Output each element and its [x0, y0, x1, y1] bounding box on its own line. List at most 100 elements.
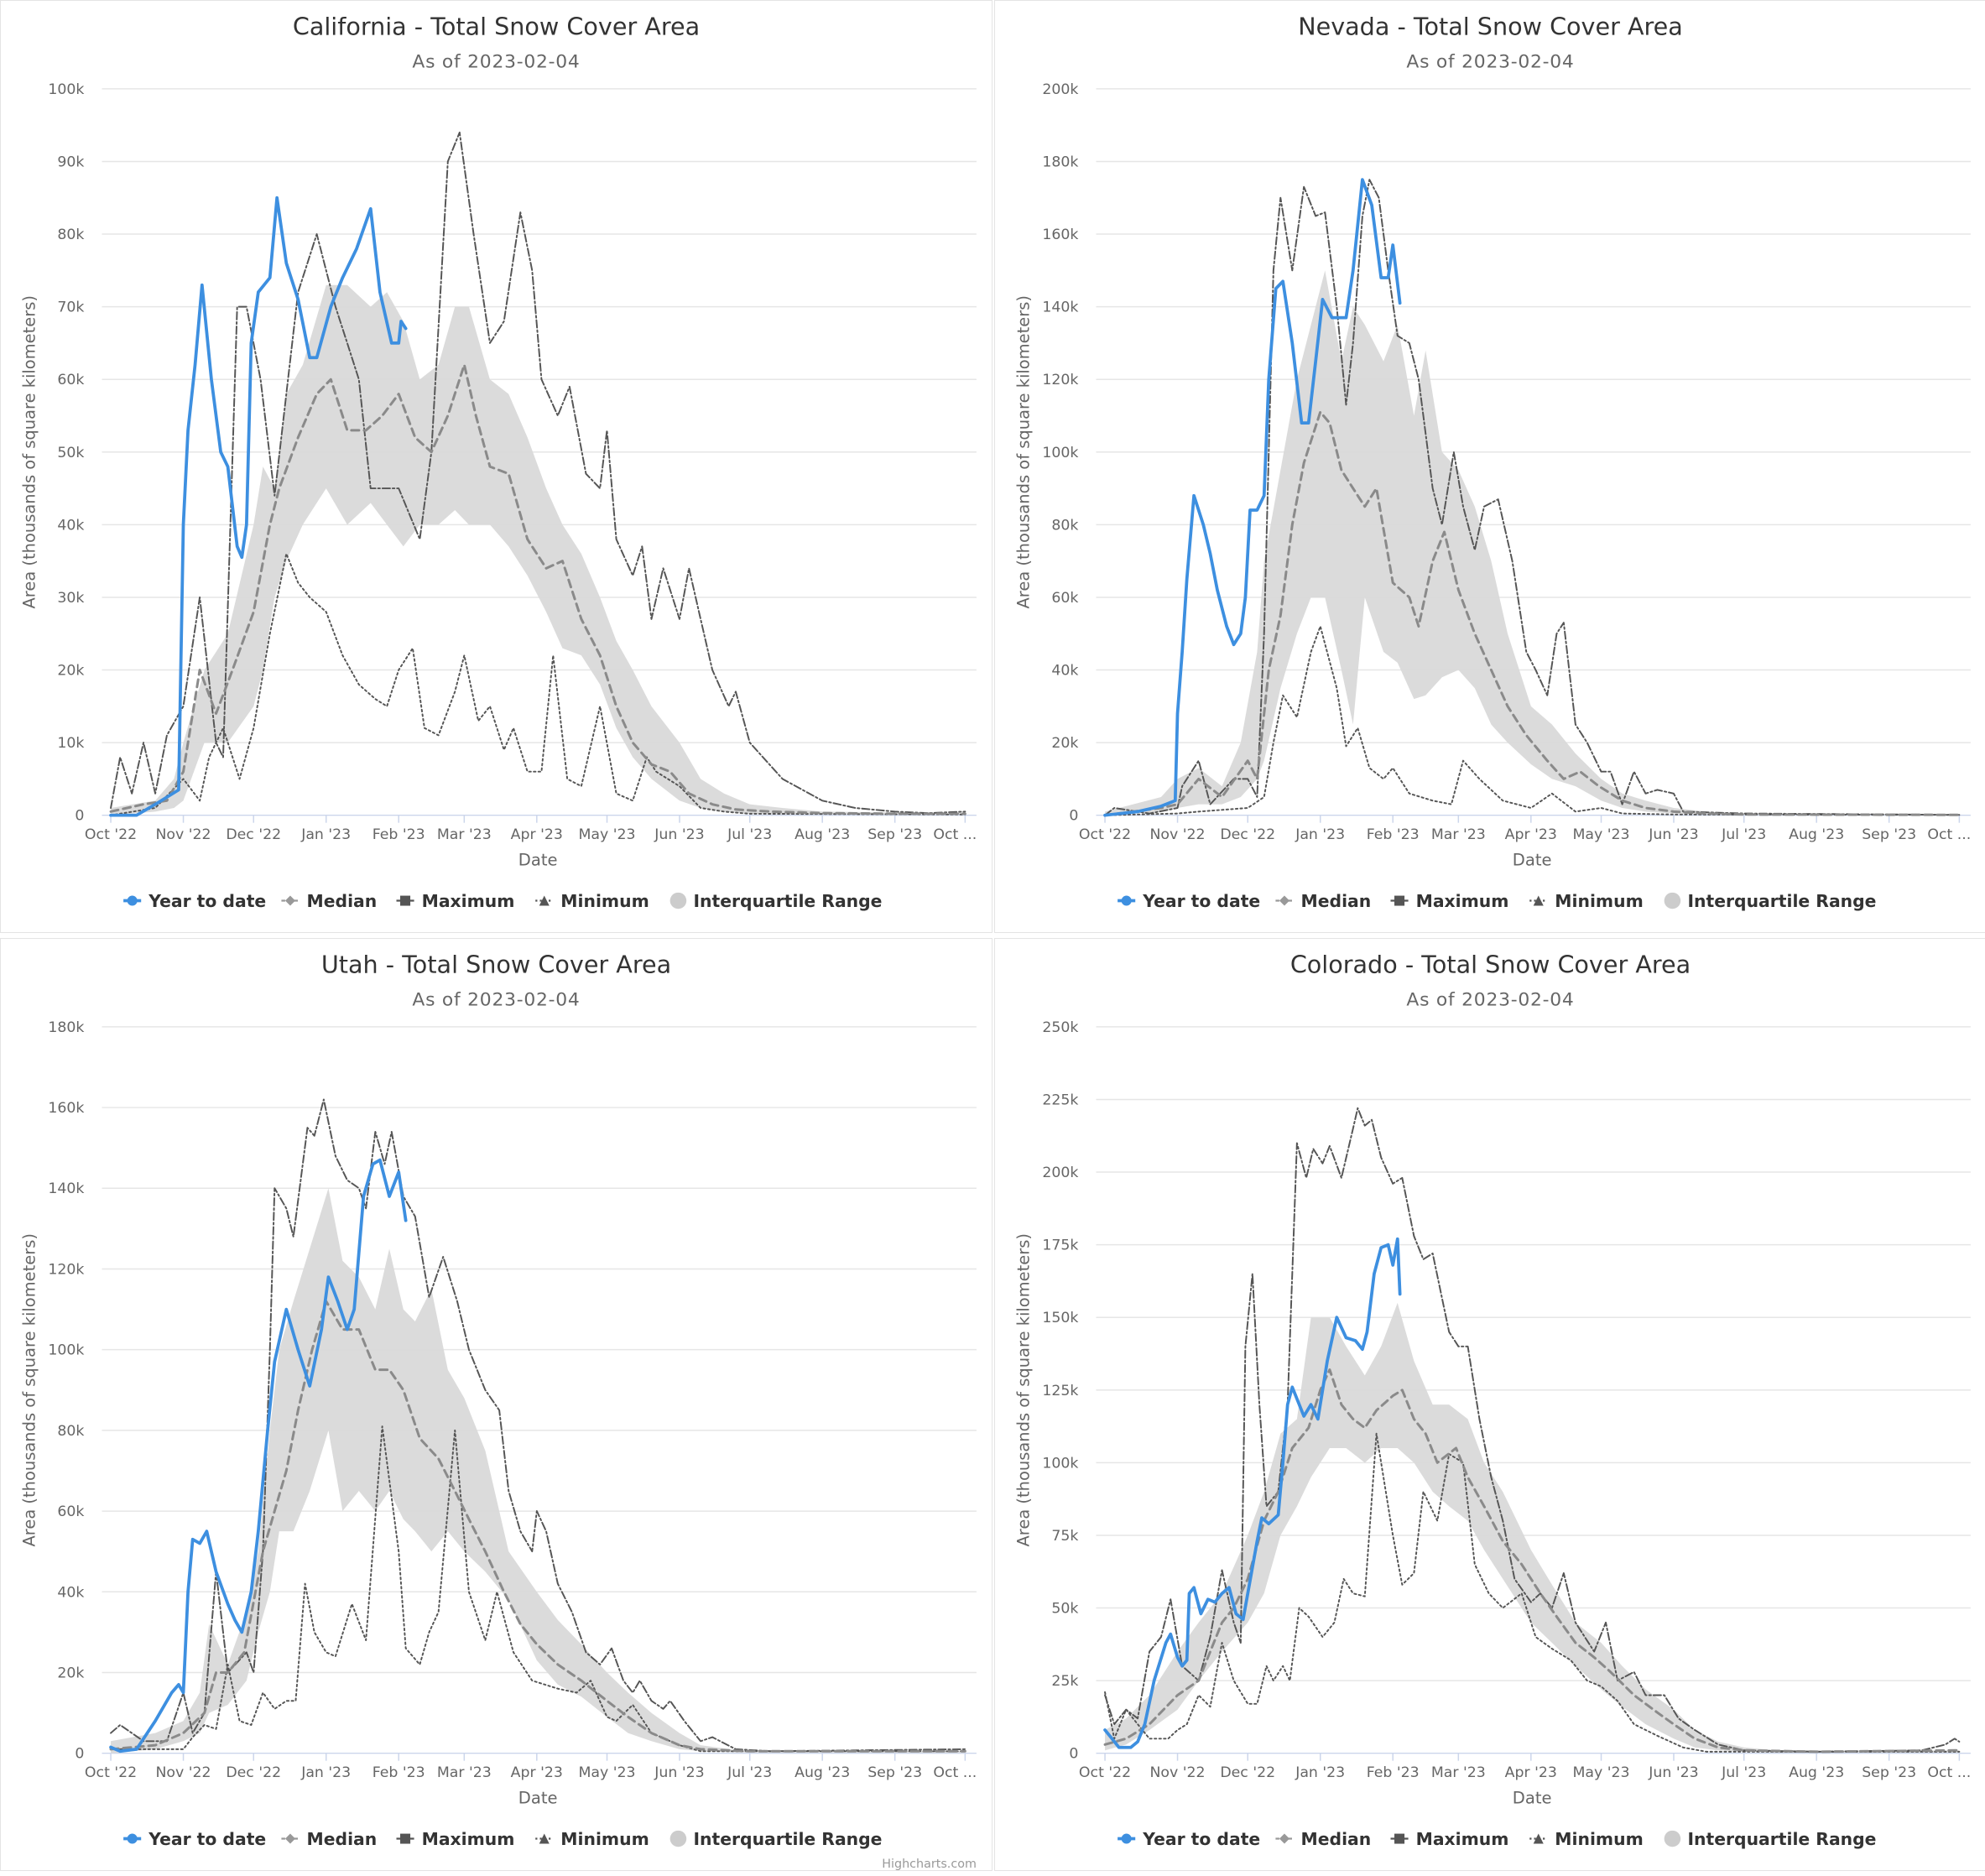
x-tick-label: Mar '23 — [1431, 826, 1486, 843]
legend-item-interquartile-range[interactable]: Interquartile Range — [1664, 1829, 1877, 1849]
legend-label: Maximum — [1416, 1829, 1509, 1849]
diamond-marker-icon — [284, 1833, 295, 1844]
x-tick-label: Feb '23 — [1367, 826, 1420, 843]
y-tick-label: 80k — [57, 227, 84, 243]
series-median-line — [109, 1300, 966, 1753]
series-median-line — [1103, 1368, 1961, 1754]
y-tick-label: 50k — [1051, 1601, 1078, 1618]
chart-title: Utah - Total Snow Cover Area — [321, 951, 671, 979]
y-tick-label: 0 — [1069, 808, 1078, 825]
legend-label: Year to date — [1142, 891, 1260, 911]
y-axis-title: Area (thousands of square kilometers) — [1014, 295, 1034, 609]
chart-panel-nevada: Nevada - Total Snow Cover Area As of 2023… — [994, 0, 1985, 933]
y-tick-label: 30k — [57, 590, 84, 607]
y-tick-label: 140k — [1042, 300, 1078, 316]
y-tick-label: 60k — [57, 1503, 84, 1520]
chart-title: California - Total Snow Cover Area — [293, 13, 700, 41]
circle-marker-icon — [127, 895, 138, 906]
legend-item-maximum[interactable]: Maximum — [1390, 891, 1508, 911]
series-maximum-line — [110, 131, 966, 815]
triangle-marker-icon — [1533, 895, 1544, 906]
legend-item-minimum[interactable]: Minimum — [535, 891, 649, 911]
x-tick-label: Jan '23 — [1295, 1764, 1345, 1781]
x-axis-title: Date — [518, 1789, 558, 1808]
circle-marker-icon — [1664, 892, 1681, 909]
y-tick-label: 120k — [1042, 372, 1078, 388]
circle-marker-icon — [127, 1833, 138, 1844]
legend-item-maximum[interactable]: Maximum — [396, 1829, 514, 1849]
x-tick-label: Apr '23 — [1505, 1764, 1557, 1781]
legend-item-median[interactable]: Median — [1275, 1829, 1371, 1849]
y-tick-label: 150k — [1042, 1310, 1078, 1326]
y-tick-label: 225k — [1042, 1092, 1078, 1108]
legend-label: Minimum — [560, 1829, 649, 1849]
y-tick-label: 100k — [48, 81, 84, 98]
circle-marker-icon — [669, 1830, 687, 1847]
legend-label: Median — [307, 891, 378, 911]
legend-item-interquartile-range[interactable]: Interquartile Range — [669, 1829, 883, 1849]
legend-item-interquartile-range[interactable]: Interquartile Range — [669, 891, 883, 911]
x-tick-label: Apr '23 — [1505, 826, 1557, 843]
chart-panel-colorado: Colorado - Total Snow Cover Area As of 20… — [994, 938, 1985, 1871]
legend-item-minimum[interactable]: Minimum — [1529, 891, 1644, 911]
legend-label: Maximum — [422, 891, 515, 911]
legend-item-year-to-date[interactable]: Year to date — [123, 1829, 266, 1849]
series-interquartile-range-area — [1105, 1302, 1960, 1753]
legend-item-median[interactable]: Median — [281, 891, 377, 911]
legend-item-median[interactable]: Median — [1275, 891, 1371, 911]
highcharts-credits-link[interactable]: Highcharts.com — [882, 1858, 977, 1870]
y-tick-label: 180k — [1042, 154, 1078, 170]
x-tick-label: Oct ... — [1927, 826, 1971, 843]
series-interquartile-range-area — [111, 284, 966, 816]
legend-label: Interquartile Range — [1687, 1829, 1876, 1849]
x-tick-label: Jun '23 — [654, 826, 704, 843]
y-tick-label: 0 — [75, 1746, 84, 1763]
chart-subtitle: As of 2023-02-04 — [412, 51, 580, 72]
y-tick-label: 50k — [57, 445, 84, 461]
y-tick-label: 120k — [48, 1262, 84, 1279]
x-tick-label: May '23 — [578, 1764, 635, 1781]
x-tick-label: Mar '23 — [437, 1764, 492, 1781]
chart-subtitle: As of 2023-02-04 — [1406, 51, 1574, 72]
y-tick-label: 0 — [1069, 1746, 1078, 1763]
legend-label: Interquartile Range — [693, 1829, 882, 1849]
x-tick-label: Dec '22 — [226, 826, 281, 843]
legend-item-year-to-date[interactable]: Year to date — [1118, 1829, 1260, 1849]
legend-item-minimum[interactable]: Minimum — [535, 1829, 649, 1849]
y-tick-label: 200k — [1042, 81, 1078, 98]
y-tick-label: 100k — [1042, 1455, 1078, 1472]
x-tick-label: May '23 — [578, 826, 635, 843]
x-axis-title: Date — [1513, 1789, 1552, 1808]
y-tick-label: 25k — [1051, 1673, 1078, 1690]
diamond-marker-icon — [1279, 1833, 1289, 1844]
series-median-line — [1103, 410, 1961, 817]
x-tick-label: Jan '23 — [300, 1764, 351, 1781]
legend-item-maximum[interactable]: Maximum — [1390, 1829, 1508, 1849]
y-tick-label: 180k — [48, 1019, 84, 1036]
x-tick-label: Jan '23 — [300, 826, 351, 843]
x-tick-label: Jul '23 — [727, 826, 772, 843]
x-tick-label: Dec '22 — [1220, 1764, 1275, 1781]
legend-item-year-to-date[interactable]: Year to date — [123, 891, 266, 911]
legend-label: Median — [1301, 1829, 1372, 1849]
triangle-marker-icon — [539, 1833, 550, 1844]
x-tick-label: Oct '22 — [85, 826, 137, 843]
y-tick-label: 20k — [1051, 735, 1078, 752]
y-tick-label: 125k — [1042, 1383, 1078, 1399]
y-tick-label: 80k — [1051, 517, 1078, 534]
legend-item-minimum[interactable]: Minimum — [1529, 1829, 1644, 1849]
x-tick-label: Aug '23 — [795, 1764, 850, 1781]
x-tick-label: Oct '22 — [1079, 1764, 1131, 1781]
chart-subtitle: As of 2023-02-04 — [412, 989, 580, 1010]
y-tick-label: 40k — [57, 1584, 84, 1601]
series-year-to-date-line — [1103, 178, 1402, 817]
legend-item-maximum[interactable]: Maximum — [396, 891, 514, 911]
series-year-to-date-line — [109, 195, 408, 817]
legend-item-year-to-date[interactable]: Year to date — [1118, 891, 1260, 911]
x-tick-label: Mar '23 — [437, 826, 492, 843]
legend-item-median[interactable]: Median — [281, 1829, 377, 1849]
y-tick-label: 140k — [48, 1180, 84, 1197]
circle-marker-icon — [1121, 1833, 1132, 1844]
y-tick-label: 160k — [48, 1100, 84, 1117]
legend-item-interquartile-range[interactable]: Interquartile Range — [1664, 891, 1877, 911]
